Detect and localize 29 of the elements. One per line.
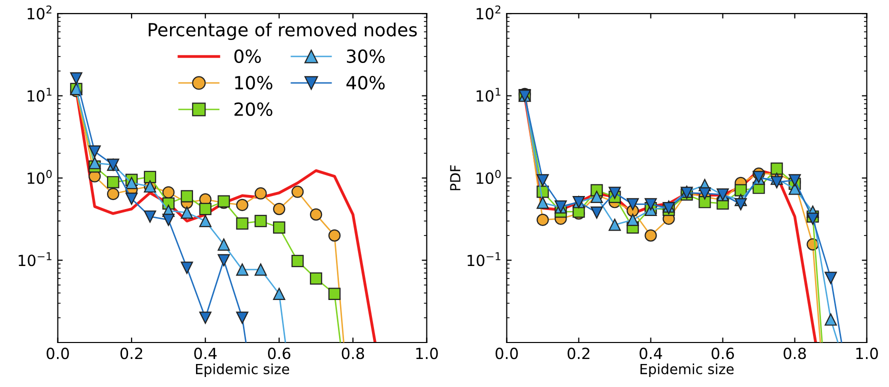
x-tick-label: 0.6	[268, 348, 290, 360]
y-tick-label: 10$^{0}$	[476, 170, 501, 184]
x-tick-label: 0.6	[712, 348, 734, 360]
y-tick-label: 10$^{0}$	[28, 170, 52, 184]
y-tick-label: 10$^{−1}$	[18, 252, 52, 266]
x-tick-label: 1.0	[856, 348, 878, 360]
x-tick-label: 1.0	[416, 348, 438, 360]
y-axis-title: PDF	[450, 165, 460, 190]
legend-label: 10%	[235, 76, 272, 90]
x-axis-title: Epidemic size	[196, 364, 290, 377]
x-tick-label: 0.8	[342, 348, 364, 360]
y-tick-label: 10$^{1}$	[28, 88, 52, 102]
legend-label: 0%	[234, 49, 261, 64]
legend-label: 40%	[346, 76, 385, 90]
legend-label: 20%	[234, 102, 272, 116]
x-tick-label: 0.4	[194, 348, 217, 360]
x-tick-label: 0.2	[568, 348, 590, 360]
y-tick-label: 10$^{2}$	[28, 5, 52, 20]
x-tick-label: 0.4	[640, 348, 662, 360]
legend-label: 30%	[346, 49, 385, 64]
y-tick-label: 10$^{1}$	[476, 88, 500, 102]
y-tick-label: 10$^{−1}$	[468, 252, 500, 266]
x-tick-label: 0.2	[120, 348, 142, 360]
x-tick-label: 0.0	[46, 348, 69, 360]
y-tick-label: 10$^{2}$	[476, 5, 500, 20]
legend-title: Percentage of removed nodes	[148, 22, 417, 40]
x-tick-label: 0.0	[496, 348, 518, 360]
x-axis-title: Epidemic size	[640, 364, 734, 377]
x-tick-label: 0.8	[784, 348, 806, 360]
